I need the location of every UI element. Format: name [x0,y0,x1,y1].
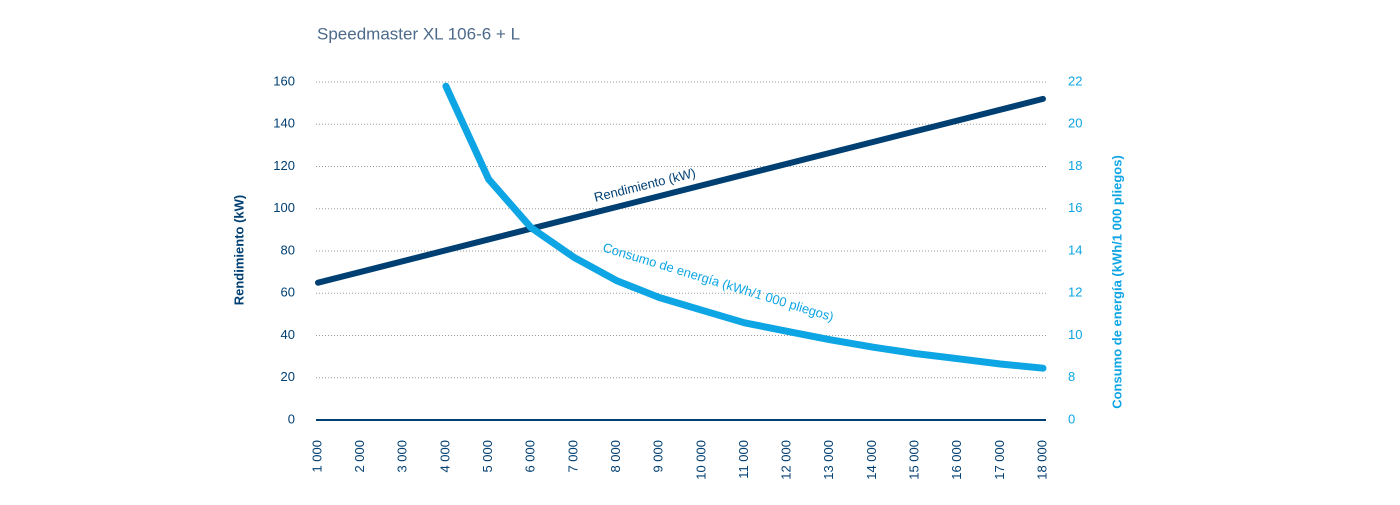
y-tick-label: 20 [281,369,295,384]
y-tick-label: 80 [281,242,295,257]
x-tick-label: 13 000 [821,440,836,480]
y-axis-title: Rendimiento (kW) [231,195,246,306]
y-tick-label: 0 [288,411,295,426]
y2-tick-label: 22 [1068,73,1082,88]
x-tick-label: 1 000 [309,440,324,473]
x-tick-label: 9 000 [651,440,666,473]
y2-tick-label: 20 [1068,116,1082,131]
line [315,95,1046,286]
y2-tick-label: 0 [1068,411,1075,426]
x-tick-label: 17 000 [992,440,1007,480]
x-tick-label: 14 000 [864,440,879,480]
y-tick-label: 120 [273,158,295,173]
x-tick-label: 8 000 [608,440,623,473]
x-tick-label: 15 000 [906,440,921,480]
x-tick-label: 7 000 [565,440,580,473]
x-tick-label: 2 000 [352,440,367,473]
y2-axis-title: Consumo de energía (kWh/1 000 pliegos) [1109,155,1124,409]
line [442,82,1047,372]
y2-tick-label: 14 [1068,242,1082,257]
x-tick-label: 12 000 [779,440,794,480]
y-tick-label: 140 [273,116,295,131]
x-tick-label: 18 000 [1034,440,1049,480]
y2-tick-label: 16 [1068,200,1082,215]
x-tick-label: 10 000 [693,440,708,480]
y-tick-label: 40 [281,327,295,342]
x-tick-label: 6 000 [523,440,538,473]
y-tick-label: 100 [273,200,295,215]
x-tick-label: 3 000 [395,440,410,473]
x-tick-label: 5 000 [480,440,495,473]
chart-title: Speedmaster XL 106-6 + L [317,24,520,43]
y-tick-label: 160 [273,73,295,88]
x-tick-label: 11 000 [736,440,751,479]
y-tick-label: 60 [281,285,295,300]
x-tick-label: 4 000 [437,440,452,473]
y2-tick-label: 18 [1068,158,1082,173]
y2-tick-label: 10 [1068,327,1082,342]
x-tick-label: 16 000 [949,440,964,480]
y2-tick-label: 8 [1068,369,1075,384]
y2-tick-label: 12 [1068,285,1082,300]
